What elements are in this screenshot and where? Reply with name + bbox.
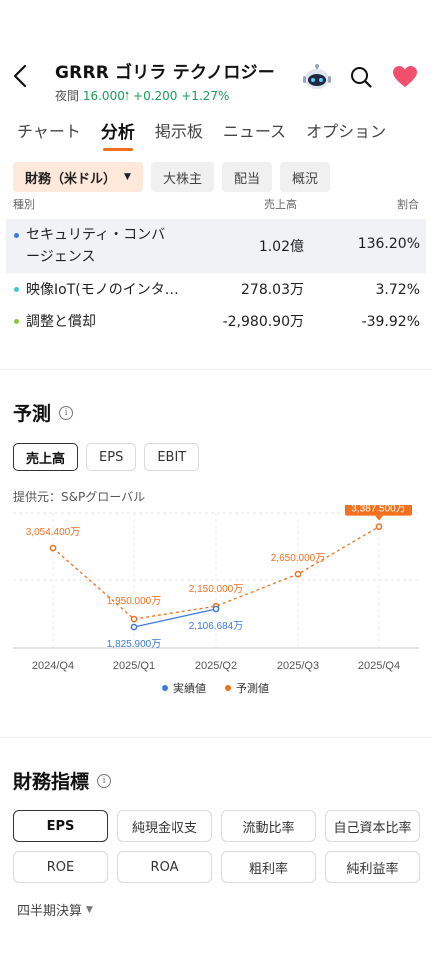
last-price: 16.000	[82, 89, 125, 103]
forecast-data-label: 3,387.500万	[351, 505, 406, 515]
actual-data-label: 1,825.900万	[107, 639, 162, 650]
segment-ratio: 136.20%	[357, 236, 420, 252]
table-row[interactable]: 調整と償却 -2,980.90万 -39.92%	[6, 311, 426, 333]
chip-major-holders[interactable]: 大株主	[150, 162, 214, 192]
segment-name: 映像IoT(モノのインタ…	[26, 282, 179, 298]
chevron-down-icon: ▼	[86, 904, 93, 915]
period-dropdown[interactable]: 四半期決算 ▼	[17, 900, 93, 919]
tab-options[interactable]: オプション	[306, 122, 387, 141]
title-block: GRRR ゴリラ テクノロジー 夜間 16.000🠑 +0.200 +1.27%	[55, 58, 275, 108]
x-tick-label: 2024/Q4	[32, 660, 74, 672]
back-icon[interactable]	[10, 62, 32, 90]
search-icon[interactable]	[346, 62, 376, 92]
tab-analysis[interactable]: 分析	[101, 118, 135, 151]
header-actions	[302, 62, 420, 92]
legend-marker	[162, 685, 168, 691]
actual-series-line	[133, 608, 217, 628]
legend-marker	[225, 685, 231, 691]
indicator-current-ratio[interactable]: 流動比率	[221, 810, 316, 842]
metric-revenue-button[interactable]: 売上高	[13, 443, 79, 471]
section-divider	[0, 737, 432, 738]
forecast-title: 予測 i	[13, 399, 74, 426]
x-tick-label: 2025/Q3	[277, 660, 319, 672]
favorite-heart-icon[interactable]	[390, 62, 420, 92]
ai-robot-icon[interactable]	[302, 62, 332, 92]
tab-news[interactable]: ニュース	[222, 122, 287, 141]
indicator-gross-margin[interactable]: 粗利率	[221, 851, 316, 883]
col-type: 種別	[13, 198, 35, 211]
series-dot	[14, 287, 19, 292]
segment-revenue: -2,980.90万	[222, 314, 304, 330]
forecast-point	[375, 523, 383, 531]
actual-data-label: 2,106.684万	[189, 621, 244, 632]
actual-point	[212, 605, 220, 613]
legend-label: 予測値	[236, 681, 269, 695]
tab-chart[interactable]: チャート	[17, 122, 81, 141]
legend-label: 実績値	[173, 681, 206, 695]
forecast-data-label: 1,950.000万	[107, 596, 162, 607]
forecast-data-label: 2,150.000万	[189, 584, 244, 595]
actual-point	[130, 623, 138, 631]
period-label: 四半期決算	[17, 904, 83, 919]
chip-overview[interactable]: 概況	[279, 162, 330, 192]
forecast-point	[294, 570, 302, 578]
segment-revenue: 1.02億	[258, 239, 304, 255]
x-tick-label: 2025/Q4	[358, 660, 400, 672]
segment-ratio: -39.92%	[361, 314, 420, 330]
company-name: ゴリラ テクノロジー	[115, 63, 275, 83]
forecast-metric-selector: 売上高 EPS EBIT	[13, 443, 200, 471]
indicator-grid: EPS 純現金収支 流動比率 自己資本比率 ROE ROA 粗利率 純利益率	[13, 810, 420, 883]
forecast-last-label-pointer	[375, 515, 383, 521]
forecast-data-label: 2,650.000万	[271, 553, 326, 564]
series-dot	[14, 233, 19, 238]
info-icon[interactable]: i	[59, 405, 74, 420]
indicator-net-margin[interactable]: 純利益率	[325, 851, 420, 883]
price-change: +0.200 +1.27%	[133, 89, 230, 103]
stock-header: GRRR ゴリラ テクノロジー 夜間 16.000🠑 +0.200 +1.27%	[0, 48, 432, 104]
forecast-point	[49, 544, 57, 552]
segment-name: セキュリティ・コンバ ージェンス	[26, 227, 166, 265]
main-tabs: チャート 分析 掲示板 ニュース オプション	[17, 118, 386, 151]
metric-eps-button[interactable]: EPS	[86, 443, 137, 471]
tab-board[interactable]: 掲示板	[154, 122, 203, 141]
chevron-down-icon: ▼	[124, 172, 131, 182]
chip-dividends[interactable]: 配当	[221, 162, 272, 192]
quote-line: 夜間 16.000🠑 +0.200 +1.27%	[55, 87, 275, 108]
indicator-net-cash-flow[interactable]: 純現金収支	[117, 810, 212, 842]
forecast-chart: 3,054.400万 1,950.000万 2,150.000万 2,650.000万…	[13, 505, 419, 695]
segment-ratio: 3.72%	[375, 282, 420, 298]
data-provider: 提供元：S&Pグローバル	[13, 490, 146, 504]
ticker: GRRR	[55, 63, 110, 83]
segment-name: 調整と償却	[26, 314, 96, 330]
segment-revenue: 278.03万	[241, 282, 304, 298]
indicator-roa[interactable]: ROA	[117, 851, 212, 883]
x-tick-label: 2025/Q2	[195, 660, 237, 672]
forecast-last-label-bg	[345, 505, 412, 516]
info-icon[interactable]: i	[97, 773, 112, 788]
forecast-point	[130, 615, 138, 623]
series-dot	[14, 319, 19, 324]
col-revenue: 売上高	[264, 198, 297, 211]
indicator-eps[interactable]: EPS	[13, 810, 108, 842]
x-tick-label: 2025/Q1	[113, 660, 155, 672]
session-label: 夜間	[55, 89, 80, 103]
forecast-data-label: 3,054.400万	[26, 527, 81, 538]
col-ratio: 割合	[397, 198, 419, 211]
table-row[interactable]: 映像IoT(モノのインタ… 278.03万 3.72%	[6, 279, 426, 301]
indicator-equity-ratio[interactable]: 自己資本比率	[325, 810, 420, 842]
table-row[interactable]: セキュリティ・コンバ ージェンス 1.02億 136.20%	[6, 219, 426, 273]
financials-dropdown[interactable]: 財務（米ドル） ▼	[13, 162, 143, 192]
indicator-roe[interactable]: ROE	[13, 851, 108, 883]
section-divider	[0, 369, 432, 370]
analysis-filters: 財務（米ドル） ▼ 大株主 配当 概況	[13, 162, 330, 192]
indicators-title: 財務指標 i	[13, 767, 112, 794]
metric-ebit-button[interactable]: EBIT	[144, 443, 200, 471]
up-arrow-icon: 🠑	[124, 89, 130, 103]
stock-title: GRRR ゴリラ テクノロジー	[55, 58, 275, 83]
financials-label: 財務（米ドル）	[25, 171, 117, 187]
